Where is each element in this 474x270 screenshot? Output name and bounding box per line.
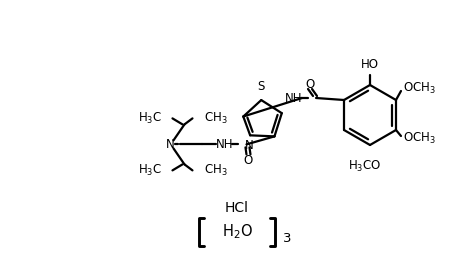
Text: NH: NH xyxy=(285,92,303,104)
Text: CH$_3$: CH$_3$ xyxy=(204,111,228,126)
Text: H$_3$C: H$_3$C xyxy=(138,163,163,178)
Text: OCH$_3$: OCH$_3$ xyxy=(403,80,436,96)
Text: HO: HO xyxy=(361,58,379,71)
Text: O: O xyxy=(305,77,315,90)
Text: H$_3$C: H$_3$C xyxy=(138,111,163,126)
Text: NH: NH xyxy=(216,138,233,151)
Text: OCH$_3$: OCH$_3$ xyxy=(403,130,436,146)
Text: 3: 3 xyxy=(283,231,292,245)
Text: N: N xyxy=(245,139,254,152)
Text: O: O xyxy=(244,154,253,167)
Text: H$_3$CO: H$_3$CO xyxy=(348,159,382,174)
Text: N: N xyxy=(166,138,175,151)
Text: H$_2$O: H$_2$O xyxy=(221,223,253,241)
Text: CH$_3$: CH$_3$ xyxy=(204,163,228,178)
Text: S: S xyxy=(257,80,265,93)
Text: HCl: HCl xyxy=(225,201,249,215)
